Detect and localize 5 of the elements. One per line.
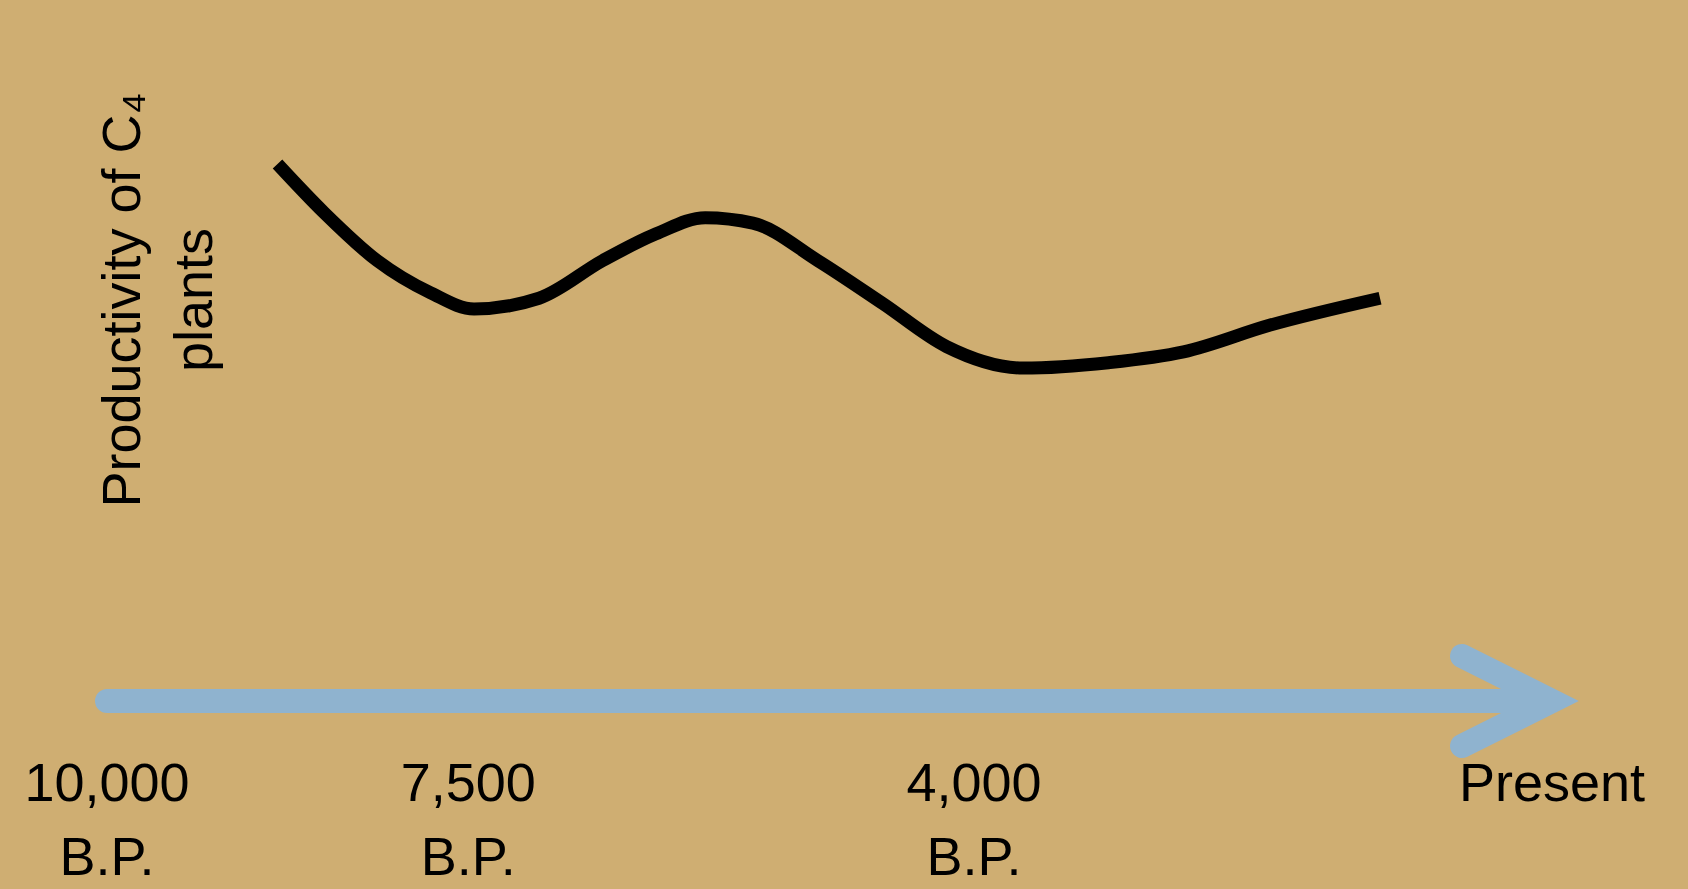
x-tick-label: 4,000 B.P. bbox=[906, 752, 1042, 886]
x-tick-label: Present bbox=[1458, 752, 1646, 812]
x-tick-label: 10,000 B.P. bbox=[24, 752, 190, 886]
y-axis-title: Productivity of C₄ plants bbox=[91, 92, 223, 508]
x-tick-label: 7,500 B.P. bbox=[400, 752, 536, 886]
